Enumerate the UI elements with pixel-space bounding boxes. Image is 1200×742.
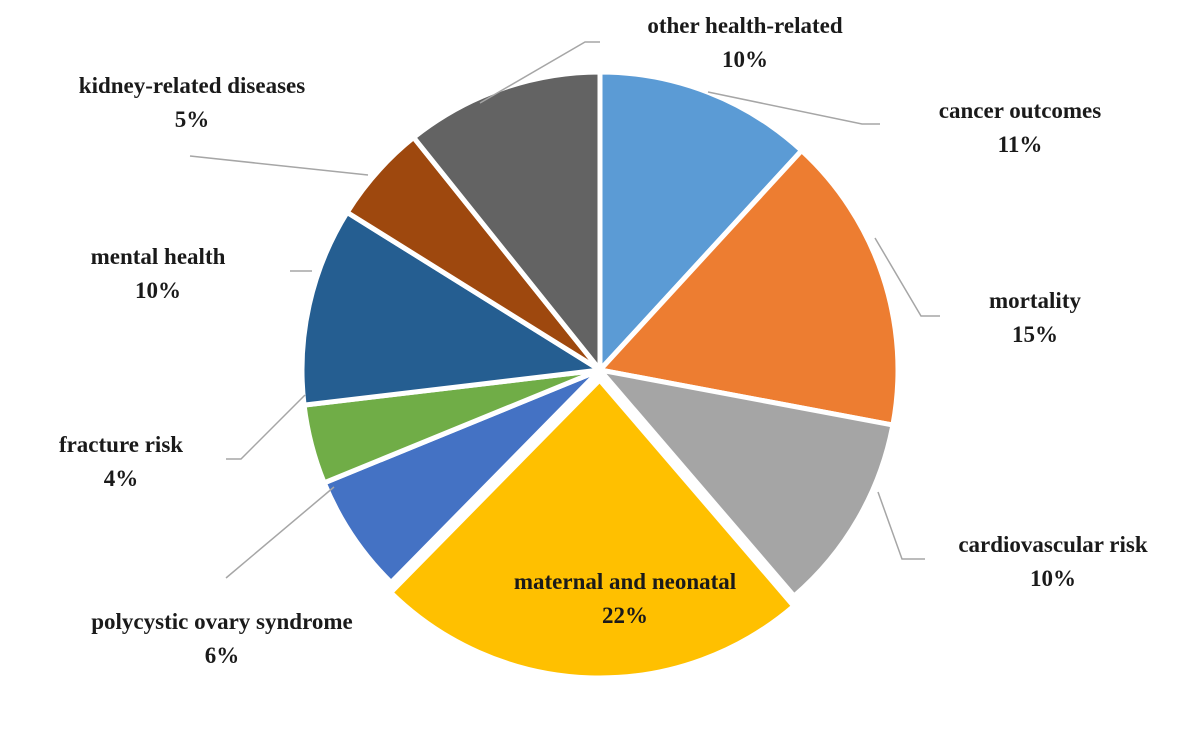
slice-percent-other-health-related: 10% [722, 47, 768, 72]
leader-line-kidney-related-diseases [189, 155, 369, 176]
leader-line-polycystic-ovary-syndrome [225, 486, 335, 579]
slice-percent-maternal-and-neonatal: 22% [602, 603, 648, 628]
slice-percent-polycystic-ovary-syndrome: 6% [205, 643, 240, 668]
slice-percent-cancer-outcomes: 11% [998, 132, 1043, 157]
slice-label-mortality: mortality [989, 288, 1081, 313]
slice-label-fracture-risk: fracture risk [59, 432, 183, 457]
slice-label-polycystic-ovary-syndrome: polycystic ovary syndrome [91, 609, 353, 634]
pie-slice-mental-health [299, 208, 608, 408]
leader-line-fracture-risk [226, 394, 306, 460]
slice-percent-fracture-risk: 4% [104, 466, 139, 491]
slice-percent-cardiovascular-risk: 10% [1030, 566, 1076, 591]
slice-label-kidney-related-diseases: kidney-related diseases [79, 73, 305, 98]
slice-percent-mortality: 15% [1012, 322, 1058, 347]
slice-label-cardiovascular-risk: cardiovascular risk [958, 532, 1148, 557]
leader-line-mortality [874, 237, 940, 317]
slice-percent-kidney-related-diseases: 5% [175, 107, 210, 132]
leader-line-other-health-related [479, 41, 600, 104]
slices-layer [299, 69, 901, 681]
leader-line-cancer-outcomes [707, 91, 880, 125]
slice-label-maternal-and-neonatal: maternal and neonatal [514, 569, 736, 594]
pie-slice-maternal-and-neonatal [387, 376, 798, 681]
pie-slice-other-health-related [410, 69, 603, 378]
pie-slice-cardiovascular-risk [593, 366, 896, 600]
labels-layer: cancer outcomes 11% mortality 15% cardiovasc… [59, 13, 1148, 668]
slice-label-mental-health: mental health [91, 244, 226, 269]
slice-label-other-health-related: other health-related [647, 13, 842, 38]
leader-lines-layer [189, 41, 940, 579]
pie-slice-mortality [595, 147, 901, 428]
slice-label-cancer-outcomes: cancer outcomes [939, 98, 1101, 123]
leader-line-cardiovascular-risk [877, 491, 925, 560]
slice-percent-mental-health: 10% [135, 278, 181, 303]
